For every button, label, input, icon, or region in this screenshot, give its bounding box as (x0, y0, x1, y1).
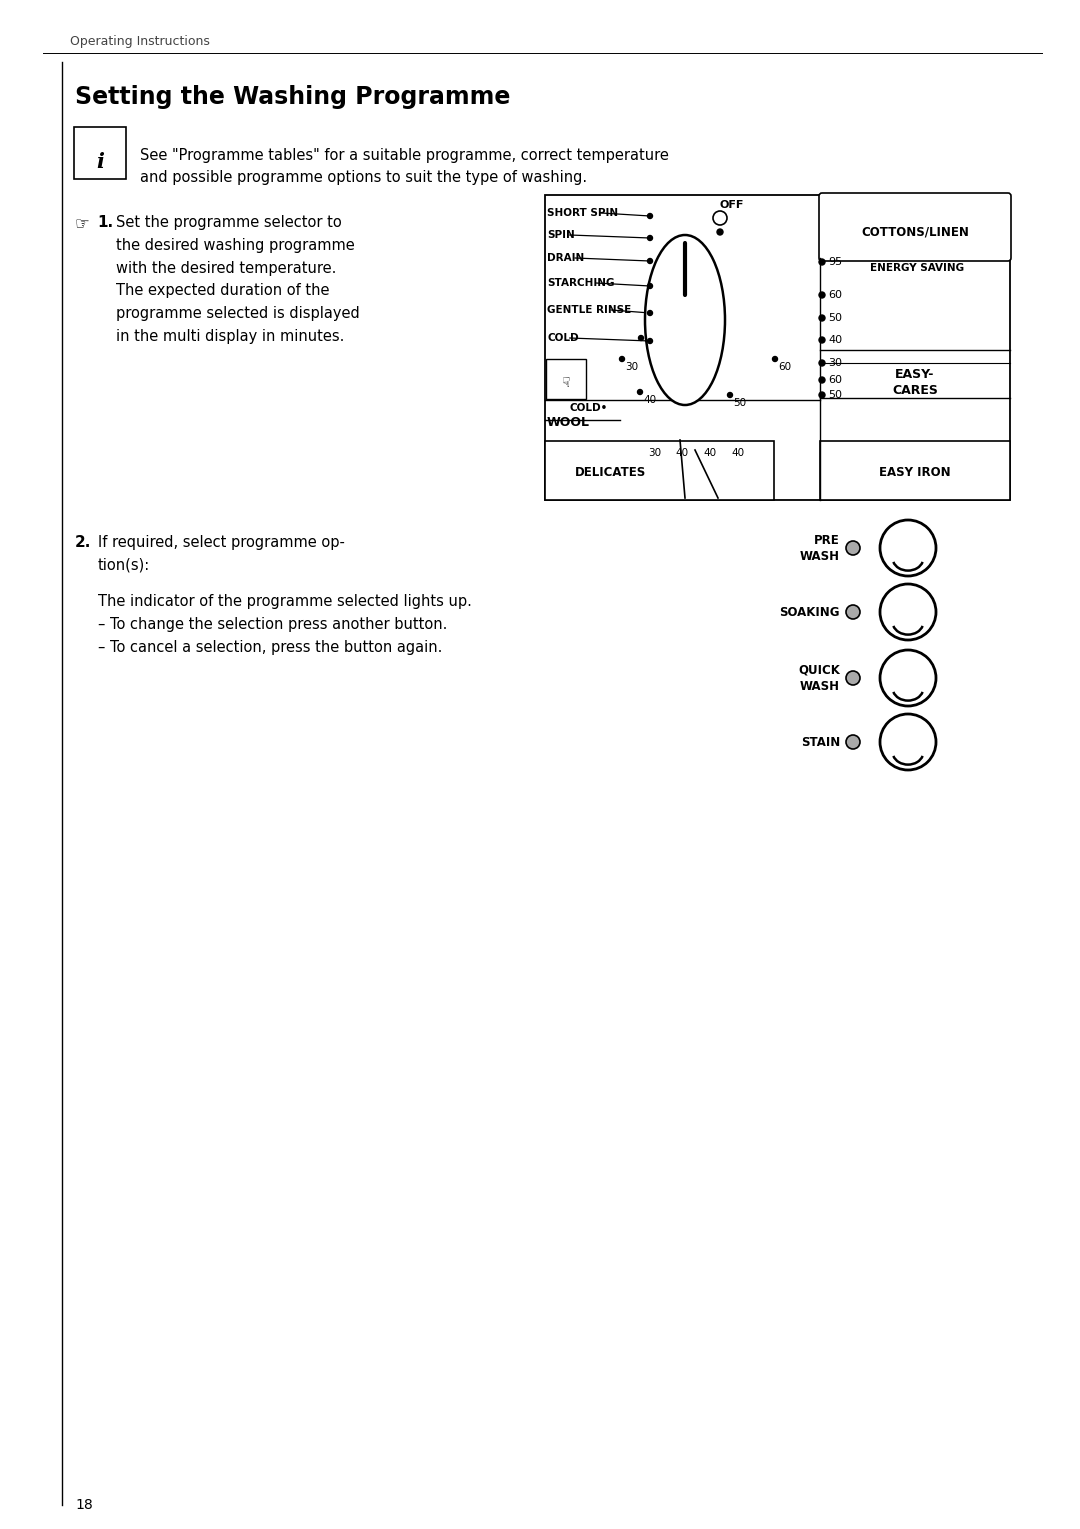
Text: GENTLE RINSE: GENTLE RINSE (546, 304, 631, 315)
Circle shape (880, 584, 936, 641)
Text: COLD: COLD (546, 333, 579, 342)
Text: Set the programme selector to
the desired washing programme
with the desired tem: Set the programme selector to the desire… (116, 216, 360, 344)
Circle shape (846, 735, 860, 749)
Text: ☟: ☟ (562, 376, 570, 390)
Circle shape (637, 390, 643, 394)
Circle shape (728, 393, 732, 398)
Text: 40: 40 (828, 335, 842, 346)
Text: PRE
WASH: PRE WASH (800, 534, 840, 563)
Text: COTTONS/LINEN: COTTONS/LINEN (861, 225, 969, 239)
Circle shape (880, 650, 936, 706)
Text: ☞: ☞ (75, 216, 90, 232)
Circle shape (819, 292, 825, 298)
Text: – To cancel a selection, press the button again.: – To cancel a selection, press the butto… (98, 641, 443, 654)
Circle shape (713, 211, 727, 225)
FancyBboxPatch shape (75, 127, 126, 179)
FancyBboxPatch shape (545, 440, 774, 500)
Text: SOAKING: SOAKING (780, 605, 840, 619)
Text: STARCHING: STARCHING (546, 278, 615, 287)
Text: STAIN: STAIN (800, 735, 840, 749)
Circle shape (819, 315, 825, 321)
FancyBboxPatch shape (546, 359, 586, 399)
Circle shape (819, 359, 825, 365)
Circle shape (819, 258, 825, 265)
Circle shape (880, 520, 936, 576)
Text: 60: 60 (778, 362, 792, 372)
Text: 95: 95 (828, 257, 842, 268)
Text: 60: 60 (828, 375, 842, 385)
Text: See "Programme tables" for a suitable programme, correct temperature
and possibl: See "Programme tables" for a suitable pr… (140, 148, 669, 185)
Text: – To change the selection press another button.: – To change the selection press another … (98, 618, 447, 631)
Text: WOOL: WOOL (546, 416, 590, 428)
Text: 30: 30 (648, 448, 662, 459)
Text: ENERGY SAVING: ENERGY SAVING (870, 263, 964, 274)
Circle shape (772, 356, 778, 361)
Text: EASY IRON: EASY IRON (879, 465, 950, 479)
Text: i: i (96, 151, 104, 171)
FancyBboxPatch shape (819, 193, 1011, 261)
FancyBboxPatch shape (820, 440, 1010, 500)
Circle shape (880, 714, 936, 771)
Text: 40: 40 (703, 448, 716, 459)
Text: CARES: CARES (892, 384, 937, 396)
Text: 40: 40 (643, 394, 657, 405)
Text: 40: 40 (675, 448, 689, 459)
Text: Setting the Washing Programme: Setting the Washing Programme (75, 86, 511, 109)
Circle shape (846, 671, 860, 685)
Circle shape (819, 378, 825, 382)
Text: 40: 40 (731, 448, 744, 459)
Text: SPIN: SPIN (546, 229, 575, 240)
Text: 50: 50 (733, 398, 746, 408)
Text: EASY-: EASY- (895, 368, 934, 382)
Text: DELICATES: DELICATES (575, 465, 646, 479)
Circle shape (846, 605, 860, 619)
Text: 1.: 1. (97, 216, 113, 229)
Circle shape (648, 214, 652, 219)
Text: 2.: 2. (75, 535, 92, 550)
Circle shape (648, 310, 652, 315)
FancyBboxPatch shape (545, 196, 1010, 500)
Text: DRAIN: DRAIN (546, 252, 584, 263)
Text: 18: 18 (75, 1498, 93, 1512)
Circle shape (638, 335, 644, 341)
Circle shape (846, 541, 860, 555)
Circle shape (648, 338, 652, 344)
Circle shape (819, 336, 825, 342)
Text: The indicator of the programme selected lights up.: The indicator of the programme selected … (98, 593, 472, 609)
Text: COLD•: COLD• (570, 404, 608, 413)
Ellipse shape (645, 235, 725, 405)
Circle shape (620, 356, 624, 361)
Text: 30: 30 (625, 362, 638, 372)
Text: OFF: OFF (720, 200, 744, 209)
Text: 50: 50 (828, 313, 842, 323)
Circle shape (819, 391, 825, 398)
Text: 60: 60 (828, 291, 842, 300)
Text: SHORT SPIN: SHORT SPIN (546, 208, 618, 219)
Text: 30: 30 (828, 358, 842, 368)
Circle shape (717, 229, 723, 235)
Circle shape (648, 235, 652, 240)
Circle shape (648, 283, 652, 289)
Text: QUICK
WASH: QUICK WASH (798, 664, 840, 693)
Text: 50: 50 (828, 390, 842, 401)
Text: If required, select programme op-
tion(s):: If required, select programme op- tion(s… (98, 535, 345, 573)
Text: Operating Instructions: Operating Instructions (70, 35, 210, 47)
Circle shape (648, 258, 652, 263)
